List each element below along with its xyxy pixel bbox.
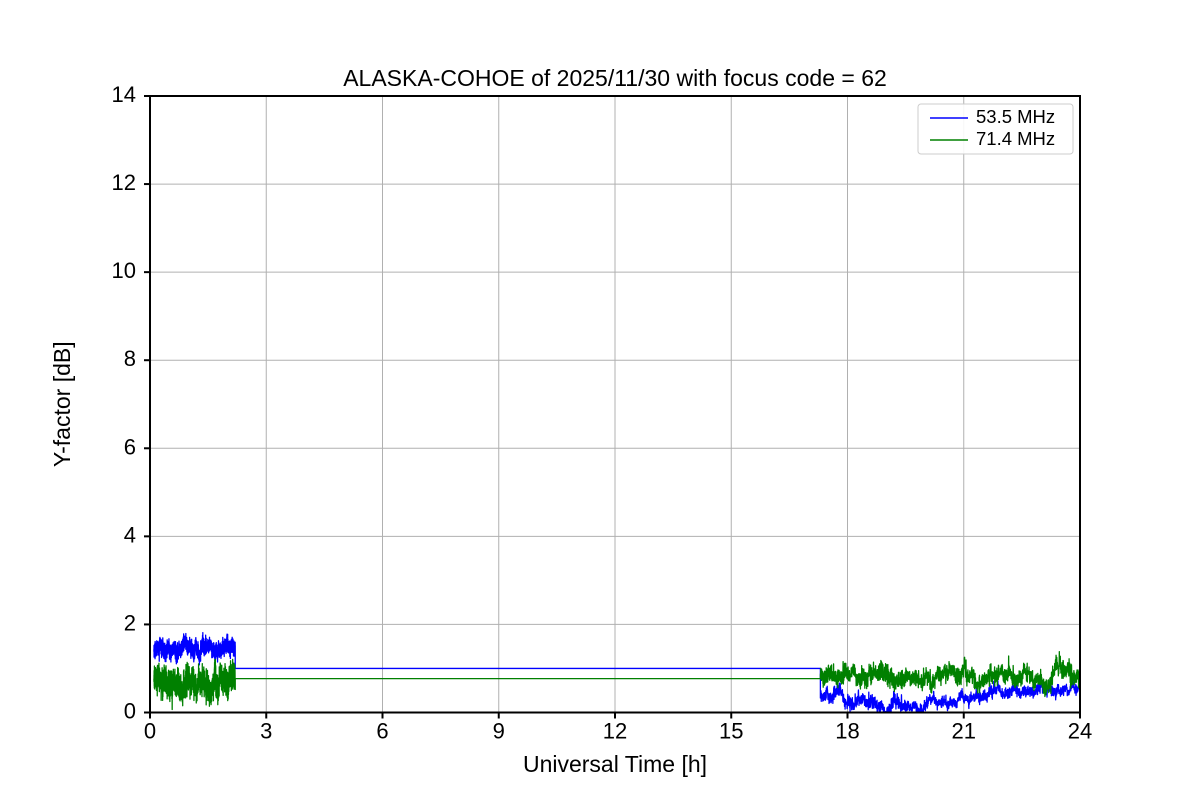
svg-text:12: 12 — [603, 719, 627, 744]
svg-text:4: 4 — [124, 522, 136, 547]
svg-text:8: 8 — [124, 346, 136, 371]
svg-text:53.5 MHz: 53.5 MHz — [976, 106, 1055, 127]
svg-text:24: 24 — [1068, 719, 1092, 744]
svg-text:21: 21 — [952, 719, 976, 744]
svg-text:Y-factor [dB]: Y-factor [dB] — [49, 341, 75, 467]
svg-text:14: 14 — [112, 82, 136, 107]
svg-text:9: 9 — [493, 719, 505, 744]
svg-text:2: 2 — [124, 610, 136, 635]
svg-text:0: 0 — [124, 699, 136, 724]
svg-text:3: 3 — [260, 719, 272, 744]
svg-text:71.4 MHz: 71.4 MHz — [976, 128, 1055, 149]
svg-text:0: 0 — [144, 719, 156, 744]
svg-text:6: 6 — [124, 434, 136, 459]
svg-text:ALASKA-COHOE of 2025/11/30 wit: ALASKA-COHOE of 2025/11/30 with focus co… — [343, 65, 887, 91]
svg-text:Universal Time [h]: Universal Time [h] — [523, 751, 707, 777]
svg-text:18: 18 — [835, 719, 859, 744]
svg-text:12: 12 — [112, 170, 136, 195]
svg-text:10: 10 — [112, 258, 136, 283]
svg-text:15: 15 — [719, 719, 743, 744]
svg-text:6: 6 — [376, 719, 388, 744]
